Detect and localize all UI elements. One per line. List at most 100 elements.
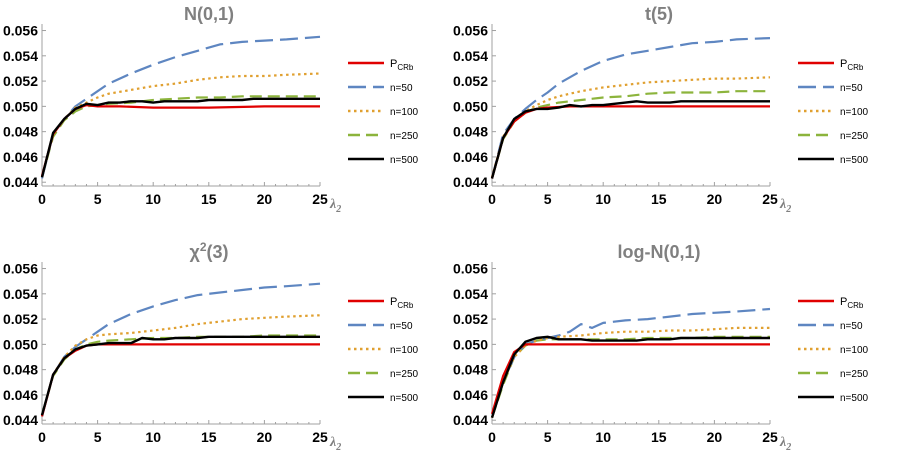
chart-panel-2: t(5) 0.044 0.046 0.048 0.050 0.052 0.054 0.056 0… — [453, 4, 869, 215]
y-tick-label: 0.044 — [453, 174, 488, 190]
x-tick-label: 5 — [544, 429, 552, 445]
y-tick-label: 0.048 — [3, 362, 38, 378]
x-tick-label: 5 — [544, 191, 552, 207]
y-tick-label: 0.044 — [3, 174, 38, 190]
x-tick-label: 5 — [94, 429, 102, 445]
legend-label: n=250 — [390, 369, 419, 380]
y-tick-label: 0.056 — [453, 23, 488, 39]
y-tick-label: 0.048 — [453, 124, 488, 140]
y-tick-label: 0.048 — [453, 362, 488, 378]
y-tick-label: 0.054 — [453, 286, 488, 302]
chart-title: N(0,1) — [184, 4, 234, 24]
legend-label: PCRb — [390, 58, 414, 72]
legend-label: n=500 — [840, 155, 869, 166]
y-tick-label: 0.052 — [3, 73, 38, 89]
series-line-n50 — [40, 35, 321, 179]
series-line-n50 — [490, 307, 771, 419]
series-line-n500 — [40, 335, 320, 416]
chart-panel-3: χ2(3) 0.044 0.046 0.048 0.050 0.052 0.054 0.056… — [3, 240, 419, 453]
series-line-pcrb — [490, 105, 770, 179]
series-line-n500 — [40, 97, 320, 178]
y-tick-label: 0.044 — [453, 412, 488, 428]
x-tick-label: 10 — [145, 191, 161, 207]
series-line-pcrb — [40, 103, 320, 177]
y-tick-label: 0.044 — [3, 412, 38, 428]
x-tick-label: 15 — [651, 191, 667, 207]
series-line-n50 — [40, 282, 321, 417]
legend-label: n=250 — [390, 131, 419, 142]
x-tick-label: 20 — [257, 191, 273, 207]
y-tick-label: 0.052 — [3, 311, 38, 327]
series-line-n50 — [490, 37, 771, 179]
x-tick-label: 25 — [762, 191, 778, 207]
y-tick-label: 0.046 — [453, 387, 488, 403]
x-axis-label: λ2 — [779, 197, 791, 215]
y-tick-label: 0.052 — [453, 311, 488, 327]
x-tick-label: 20 — [707, 191, 723, 207]
y-tick-label: 0.046 — [3, 149, 38, 165]
legend-label: n=50 — [840, 83, 863, 94]
y-tick-label: 0.056 — [453, 261, 488, 277]
legend-label: n=50 — [840, 321, 863, 332]
series-line-n250 — [490, 335, 770, 419]
y-tick-label: 0.050 — [3, 336, 38, 352]
y-tick-label: 0.054 — [3, 48, 38, 64]
legend-label: n=100 — [390, 107, 419, 118]
x-tick-label: 0 — [38, 429, 46, 445]
y-tick-label: 0.050 — [453, 336, 488, 352]
x-tick-label: 20 — [257, 429, 273, 445]
legend-label: PCRb — [390, 296, 414, 310]
chart-panel-4: log-N(0,1) 0.044 0.046 0.048 0.050 0.052 0.054… — [453, 242, 869, 453]
y-tick-label: 0.046 — [453, 149, 488, 165]
x-tick-label: 10 — [145, 429, 161, 445]
series-line-n250 — [490, 90, 770, 179]
chart-title: χ2(3) — [189, 240, 228, 262]
x-axis-label: λ2 — [329, 197, 341, 215]
x-tick-label: 25 — [312, 429, 328, 445]
x-tick-label: 5 — [94, 191, 102, 207]
series-line-pcrb — [40, 343, 320, 417]
y-tick-label: 0.054 — [3, 286, 38, 302]
legend-label: n=50 — [390, 83, 413, 94]
legend-label: n=100 — [840, 107, 869, 118]
x-tick-label: 0 — [488, 429, 496, 445]
chart-title: log-N(0,1) — [618, 242, 701, 262]
series-line-n500 — [490, 335, 770, 419]
chart-panel-1: N(0,1) 0.044 0.046 0.048 0.050 0.052 0.054 0.05… — [3, 4, 419, 215]
x-tick-label: 0 — [488, 191, 496, 207]
y-tick-label: 0.052 — [453, 73, 488, 89]
series-line-pcrb — [490, 343, 770, 415]
y-tick-label: 0.056 — [3, 261, 38, 277]
series-line-n500 — [490, 100, 770, 179]
y-tick-label: 0.054 — [453, 48, 488, 64]
x-tick-label: 25 — [762, 429, 778, 445]
series-line-n100 — [40, 314, 321, 416]
legend-label: PCRb — [840, 58, 864, 72]
x-tick-label: 15 — [201, 429, 217, 445]
legend-label: n=100 — [840, 345, 869, 356]
x-tick-label: 10 — [595, 429, 611, 445]
x-tick-label: 0 — [38, 191, 46, 207]
series-line-n100 — [490, 76, 771, 178]
x-tick-label: 10 — [595, 191, 611, 207]
x-tick-label: 15 — [651, 429, 667, 445]
x-axis-label: λ2 — [329, 435, 341, 453]
y-tick-label: 0.050 — [453, 98, 488, 114]
legend-label: n=500 — [390, 393, 419, 404]
y-tick-label: 0.048 — [3, 124, 38, 140]
legend-label: PCRb — [840, 296, 864, 310]
x-tick-label: 25 — [312, 191, 328, 207]
y-tick-label: 0.046 — [3, 387, 38, 403]
legend-label: n=100 — [390, 345, 419, 356]
legend-label: n=50 — [390, 321, 413, 332]
legend-label: n=500 — [390, 155, 419, 166]
legend-label: n=500 — [840, 393, 869, 404]
legend-label: n=250 — [840, 369, 869, 380]
y-tick-label: 0.050 — [3, 98, 38, 114]
series-line-n100 — [490, 326, 770, 419]
x-tick-label: 15 — [201, 191, 217, 207]
series-line-n100 — [40, 72, 321, 178]
x-axis-label: λ2 — [779, 435, 791, 453]
x-tick-label: 20 — [707, 429, 723, 445]
